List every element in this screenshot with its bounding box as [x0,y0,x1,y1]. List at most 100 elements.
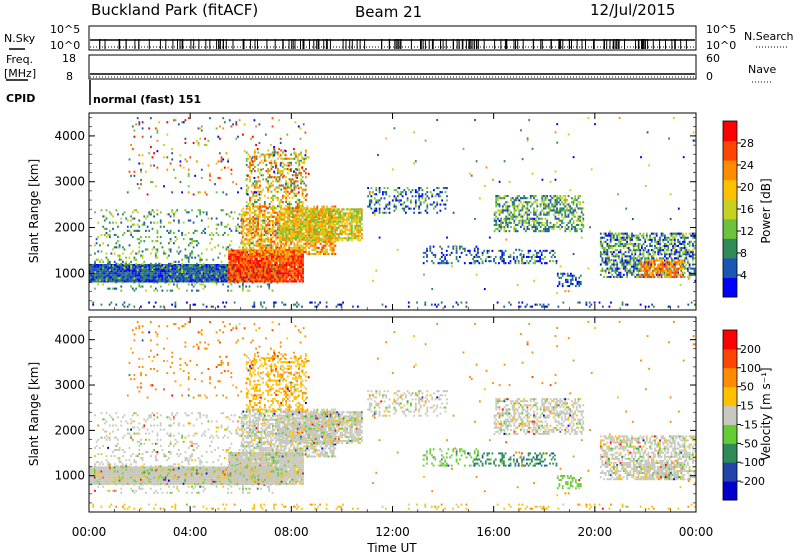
range-gate-cell [225,280,228,283]
range-gate-cell [133,268,136,271]
range-gate-cell [197,143,200,146]
range-gate-cell [146,215,149,218]
range-gate-cell [313,246,315,249]
range-gate-cell [219,279,221,282]
range-gate-cell [222,246,225,249]
range-gate-cell [332,250,335,253]
range-gate-cell [184,275,187,278]
range-gate-cell [426,260,428,263]
range-gate-cell [232,217,234,220]
range-gate-cell [285,257,288,260]
range-gate-cell [249,228,251,231]
range-gate-cell [273,226,276,229]
range-gate-cell [223,231,226,234]
range-gate-cell [189,238,192,241]
range-gate-cell [128,268,131,271]
range-gate-cell [286,182,289,185]
range-gate-cell [150,211,152,214]
range-gate-cell [279,162,282,165]
range-gate-cell [173,279,175,282]
range-gate-cell [125,275,128,278]
range-gate-cell [177,278,180,281]
range-gate-cell [263,228,266,231]
range-gate-cell [97,269,100,272]
range-gate-cell [285,220,288,223]
range-gate-cell [331,222,334,225]
range-gate-cell [120,258,123,261]
range-gate-cell [265,249,268,252]
range-gate-cell [302,270,304,273]
range-gate-cell [406,197,409,200]
range-gate-cell [421,193,424,196]
range-gate-cell [334,239,337,242]
range-gate-cell [319,220,322,223]
range-gate-cell [293,242,296,245]
range-gate-cell [284,150,287,153]
range-gate-cell [174,266,177,269]
range-gate-cell [347,228,350,231]
range-gate-cell [276,244,279,247]
range-gate-cell [110,266,113,269]
range-gate-cell [297,253,299,256]
range-gate-cell [141,278,144,281]
range-gate-cell [277,255,280,258]
range-gate-cell [166,289,169,292]
range-gate-cell [346,212,348,215]
range-gate-cell [274,249,276,252]
range-gate-cell [283,234,286,237]
range-gate-cell [123,278,126,281]
range-gate-cell [302,280,304,283]
range-gate-cell [298,198,301,201]
range-gate-cell [249,215,251,218]
range-gate-cell [159,236,162,239]
range-gate-cell [234,274,237,277]
range-gate-cell [92,264,95,267]
range-gate-cell [280,272,283,275]
range-gate-cell [246,276,248,279]
range-gate-cell [93,266,96,269]
range-gate-cell [207,280,210,283]
range-gate-cell [275,178,278,181]
range-gate-cell [94,279,96,282]
range-gate-cell [135,274,137,277]
range-gate-cell [156,250,159,253]
nsky-frame [88,25,697,51]
range-gate-cell [135,278,137,281]
range-gate-cell [324,230,327,233]
range-gate-cell [184,280,187,283]
range-gate-cell [140,285,142,288]
range-gate-cell [261,261,263,264]
range-gate-cell [233,268,235,271]
range-gate-cell [234,259,237,262]
range-gate-cell [249,238,251,241]
range-gate-cell [200,268,203,271]
range-gate-cell [158,280,160,283]
range-gate-cell [360,208,363,211]
range-gate-cell [89,266,91,269]
range-gate-cell [290,272,293,275]
range-gate-cell [311,208,314,211]
range-gate-cell [299,240,302,243]
range-gate-cell [202,268,205,271]
range-gate-cell [207,225,210,228]
range-gate-cell [234,278,237,281]
range-gate-cell [148,229,151,232]
range-gate-cell [115,268,118,271]
range-gate-cell [100,250,103,253]
range-gate-cell [230,211,233,214]
range-gate-cell [336,228,338,231]
range-gate-cell [290,235,292,238]
range-gate-cell [313,215,315,218]
range-gate-cell [473,249,476,252]
range-gate-cell [268,244,271,247]
range-gate-cell [357,237,360,240]
range-gate-cell [282,184,284,187]
range-gate-cell [140,179,142,182]
range-gate-cell [131,270,134,273]
range-gate-cell [293,194,296,197]
range-gate-cell [197,278,200,281]
range-gate-cell [386,187,389,190]
range-gate-cell [242,259,245,262]
range-gate-cell [253,211,256,214]
range-gate-cell [204,274,206,277]
